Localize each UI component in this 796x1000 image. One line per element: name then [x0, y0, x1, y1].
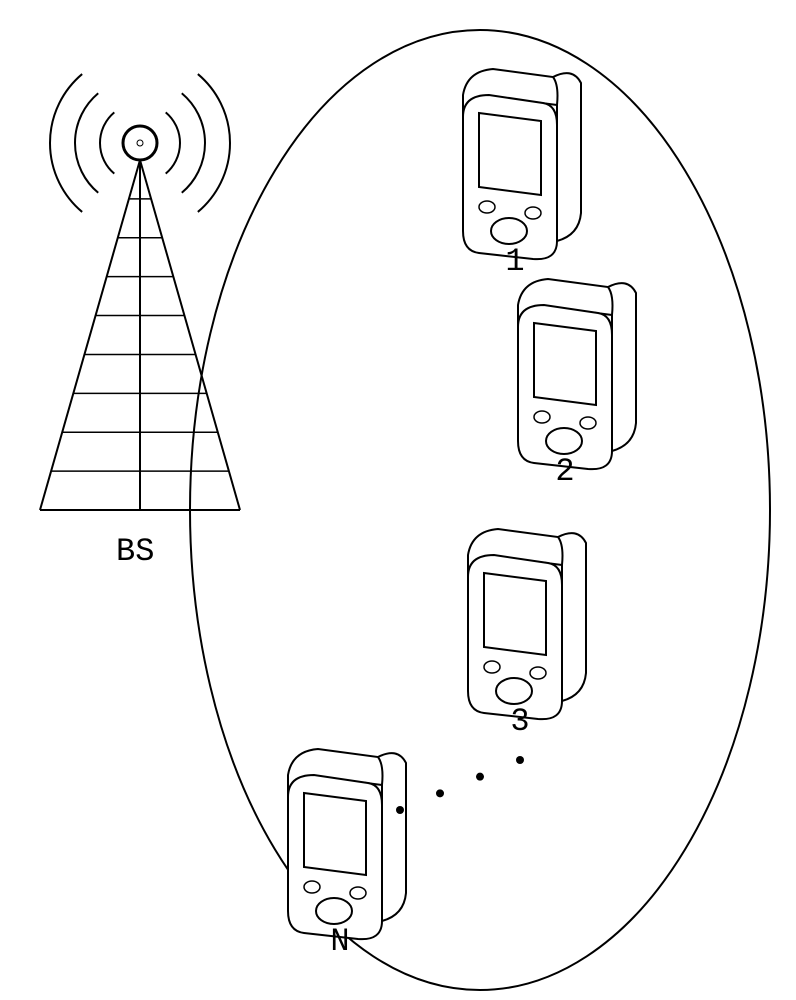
phone-1-icon — [463, 69, 581, 259]
phone-2-screen — [534, 323, 596, 405]
continuation-dots — [396, 756, 524, 814]
phone-3-label: 3 — [510, 703, 529, 740]
phone-N-label: N — [330, 923, 349, 960]
phone-2-label: 2 — [555, 453, 574, 490]
bs-label: BS — [116, 533, 154, 570]
phone-3-screen — [484, 573, 546, 655]
phone-2-icon — [518, 279, 636, 469]
phone-3-icon — [468, 529, 586, 719]
phone-N-screen — [304, 793, 366, 875]
phone-1-screen — [479, 113, 541, 195]
phone-1-label: 1 — [505, 243, 524, 280]
phone-N-icon — [288, 749, 406, 939]
base-station-icon — [40, 74, 240, 510]
